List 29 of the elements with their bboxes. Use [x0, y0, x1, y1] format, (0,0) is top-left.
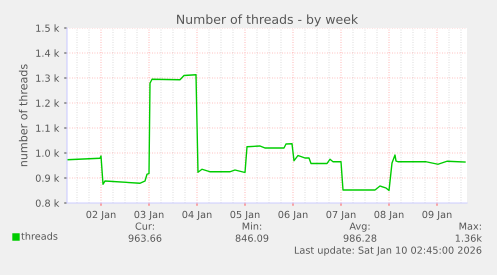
line-series: [67, 74, 466, 192]
x-tick-label: 03 Jan: [134, 210, 164, 220]
text: Cur:: [136, 222, 154, 230]
y-tick-label: 1.1 k: [36, 124, 60, 132]
text: Last update: Sat Jan 10 02:45:00 2026: [294, 246, 482, 256]
x-tick-label: 09 Jan: [422, 210, 452, 220]
text: Min:: [242, 222, 262, 230]
y-axis-title: number of threads: [18, 64, 28, 166]
text: Avg:: [349, 222, 370, 232]
y-tick-label: 0.9 k: [36, 174, 60, 182]
x-tick-label: 08 Jan: [374, 210, 404, 220]
text: Max:: [460, 222, 481, 230]
y-tick-label: 1.5 k: [36, 24, 60, 32]
text: 1.36k: [456, 234, 482, 242]
y-tick-label: 1.4 k: [36, 49, 60, 57]
y-tick-label: 1.3 k: [36, 74, 60, 82]
y-tick-label: 1.2 k: [36, 99, 60, 107]
x-tick-label: 02 Jan: [86, 210, 116, 220]
chart-title: Number of threads - by week: [177, 14, 358, 26]
text: 963.66: [128, 234, 162, 242]
text: 986.28: [344, 234, 376, 242]
text: 846.09: [236, 234, 268, 242]
legend-label: threads: [21, 232, 58, 240]
y-tick-label: 0.8 k: [36, 199, 60, 207]
x-tick-label: 05 Jan: [230, 210, 260, 220]
x-tick-label: 04 Jan: [182, 210, 212, 220]
y-tick-label: 1.0 k: [36, 149, 60, 157]
x-tick-label: 07 Jan: [326, 210, 356, 220]
x-tick-label: 06 Jan: [278, 210, 308, 220]
